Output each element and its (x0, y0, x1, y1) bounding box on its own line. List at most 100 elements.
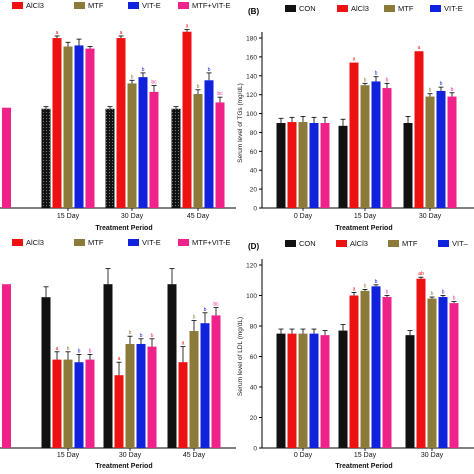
legend-label: MTF (398, 4, 414, 13)
significance-label: a (186, 24, 189, 30)
y-tick-label: 20 (250, 415, 258, 422)
significance-label: b (140, 333, 143, 339)
bar-vit-e (74, 45, 84, 208)
bar-con (338, 330, 348, 448)
bar-mtf (127, 83, 137, 208)
y-tick-label: 60 (250, 354, 258, 361)
bar-mtf-vit-e (447, 96, 457, 208)
bar-vit-e (138, 77, 148, 208)
y-axis-label: Serum level of LDL (mg/dL) (237, 317, 244, 396)
legend-label: AlCl3 (26, 1, 44, 10)
y-tick-label: 0 (253, 446, 257, 453)
x-tick-label: 15 Day (57, 452, 80, 459)
bar-mtf-vit-e (85, 48, 95, 208)
bar-mtf-vit-e (382, 88, 392, 208)
significance-label: b (193, 315, 196, 321)
significance-label: b (440, 81, 443, 87)
bar-con (167, 284, 177, 448)
bar-mtf (425, 96, 435, 208)
significance-label: bc (213, 302, 219, 308)
bar-mtf (193, 94, 203, 208)
significance-label: b (451, 87, 454, 93)
significance-label: b (129, 330, 132, 336)
bar-mtf (298, 333, 308, 448)
legend-label: MTF+VIT-E (192, 238, 231, 247)
significance-label: a (418, 45, 421, 51)
legend-swatch (74, 2, 85, 9)
x-tick-label: 0 Day (294, 213, 313, 220)
significance-label: b (386, 290, 389, 296)
legend-label: CON (299, 239, 316, 248)
significance-label: a (56, 346, 59, 352)
bar-vit-e (309, 123, 319, 208)
legend-label: MTF (88, 238, 104, 247)
significance-label: b (386, 77, 389, 83)
x-axis-label: Treatment Period (95, 463, 152, 470)
legend-label: MTF (88, 1, 104, 10)
legend-swatch (178, 2, 189, 9)
y-tick-label: 100 (246, 111, 257, 118)
bar-alcl3 (349, 62, 359, 208)
bar-alcl3 (416, 278, 426, 448)
y-tick-label: 60 (250, 149, 258, 156)
partial-bar (2, 107, 11, 208)
significance-label: a (120, 30, 123, 36)
x-tick-label: 15 Day (354, 213, 377, 220)
y-tick-label: 40 (250, 385, 258, 392)
significance-label: ab (418, 271, 424, 277)
legend-label: MTF (402, 239, 418, 248)
significance-label: b (375, 71, 378, 77)
bar-con (405, 335, 415, 448)
chart-panel-bottom-left: AlCl3 MTF VIT-E MTF+VIT-E a b b b 15 Day a b b b 30 D… (0, 238, 236, 470)
y-tick-label: 80 (250, 324, 258, 331)
bar-con (276, 333, 286, 448)
bar-mtf (63, 46, 73, 208)
y-tick-label: 80 (250, 130, 258, 137)
legend-label: VIT-E (142, 238, 161, 247)
bar-mtf-vit-e (382, 297, 392, 448)
y-tick-label: 120 (246, 263, 257, 270)
significance-label: a (182, 341, 185, 347)
significance-label: b (208, 67, 211, 73)
legend-swatch (336, 240, 347, 247)
legend-swatch (178, 239, 189, 246)
significance-label: b (375, 279, 378, 285)
bar-con (403, 123, 413, 208)
bar-con (276, 123, 286, 208)
y-tick-label: 0 (253, 206, 257, 213)
y-tick-label: 20 (250, 187, 258, 194)
bar-vit-e (438, 297, 448, 448)
y-tick-label: 120 (246, 92, 257, 99)
bar-mtf (360, 290, 370, 448)
bar-mtf-vit-e (215, 102, 225, 208)
bar-vit-e (371, 286, 381, 448)
significance-label: bc (217, 91, 223, 97)
bar-mtf (63, 359, 73, 448)
y-tick-label: 160 (246, 54, 257, 61)
y-tick-label: 40 (250, 168, 258, 175)
x-tick-label: 45 Day (187, 213, 210, 220)
significance-label: b (442, 290, 445, 296)
x-tick-label: 15 Day (354, 452, 377, 459)
bar-vit-e (309, 333, 319, 448)
x-tick-label: 45 Day (183, 452, 206, 459)
significance-label: b (151, 333, 154, 339)
bar-vit-e (136, 344, 146, 448)
legend-swatch (337, 5, 348, 12)
bar-alcl3 (52, 359, 62, 448)
bar-alcl3 (287, 333, 297, 448)
significance-label: b (453, 296, 456, 302)
legend-label: CON (299, 4, 316, 13)
significance-label: b (204, 307, 207, 313)
bar-mtf-vit-e (149, 91, 159, 208)
bar-mtf (360, 85, 370, 208)
bar-vit-e (74, 362, 84, 448)
bar-mtf-vit-e (320, 123, 330, 208)
significance-label: a (353, 57, 356, 63)
legend-swatch (128, 239, 139, 246)
x-tick-label: 30 Day (419, 213, 442, 220)
bar-con (171, 108, 181, 208)
bar-con (103, 284, 113, 448)
bar-mtf (125, 344, 135, 448)
bar-mtf (189, 331, 199, 448)
